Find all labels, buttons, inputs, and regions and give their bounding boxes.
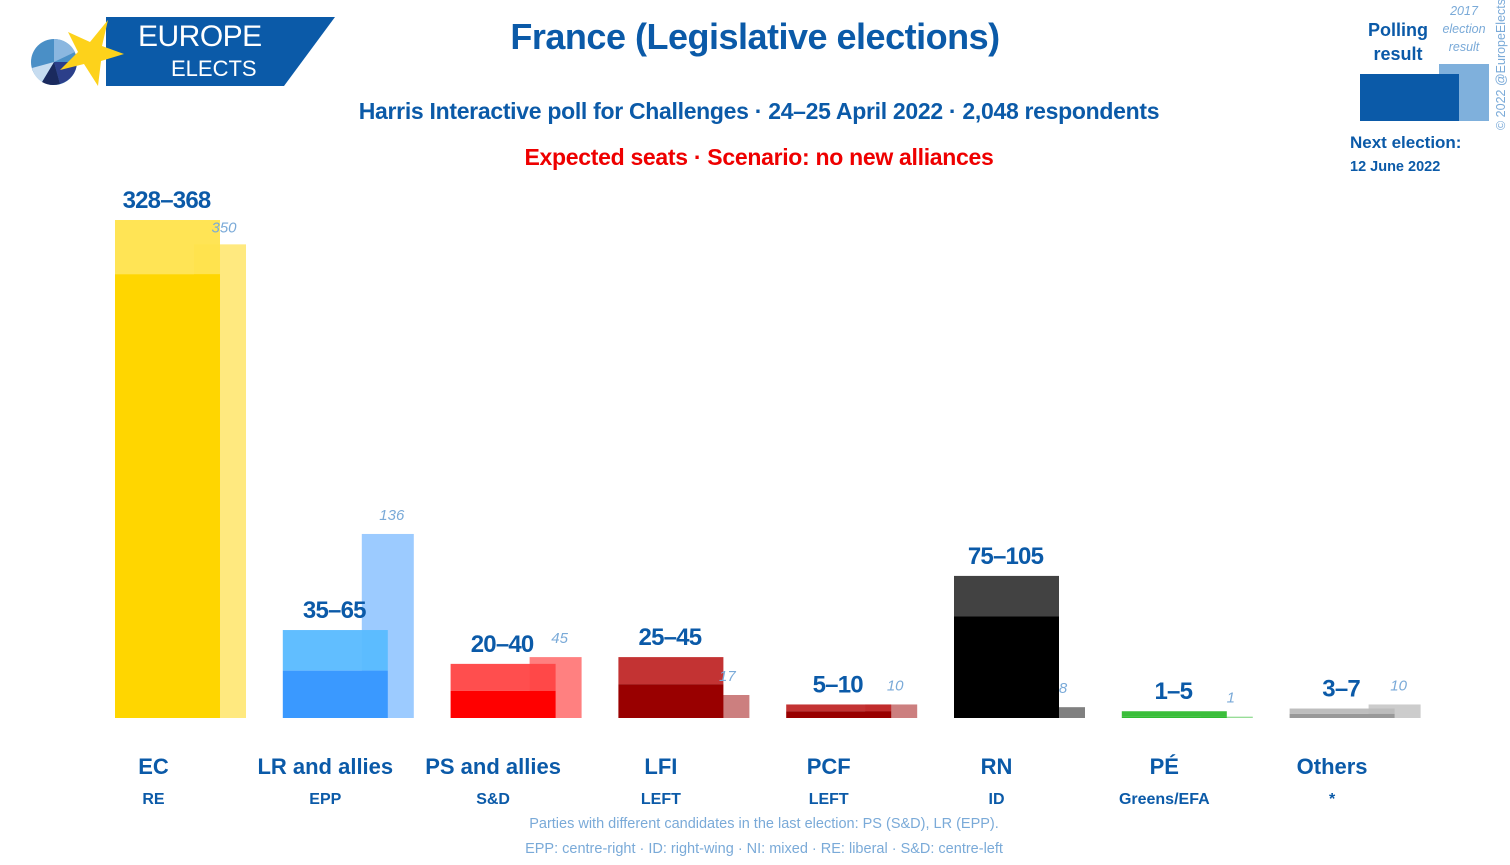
chart-title: France (Legislative elections): [510, 16, 1000, 57]
footnote-line2: EPP: centre-right · ID: right-wing · NI:…: [525, 841, 1003, 857]
range-data-label: 328–368: [123, 187, 211, 214]
legend-ghost-label: 2017 election result: [1436, 2, 1492, 56]
range-data-label: 1–5: [1154, 678, 1192, 705]
party-label: PÉ: [1150, 754, 1179, 779]
logo-banner: [106, 17, 335, 86]
logo-text-elects: ELECTS: [171, 56, 257, 81]
ep-group-label: S&D: [476, 791, 510, 808]
chart-scenario-note: Expected seats · Scenario: no new allian…: [524, 144, 994, 170]
previous-result-label: 10: [1390, 677, 1407, 694]
bar-polling-low: [954, 616, 1059, 718]
range-data-label: 3–7: [1322, 676, 1360, 703]
legend-polling-line2: result: [1373, 44, 1423, 64]
bar-polling-high: [1121, 711, 1227, 717]
ep-group-label: LEFT: [641, 791, 681, 808]
bar-polling-high: [450, 663, 556, 691]
legend-polling-line1: Polling: [1368, 20, 1428, 40]
bar-polling-high: [282, 630, 388, 671]
next-election-label: Next election:: [1350, 133, 1462, 152]
range-data-label: 5–10: [813, 671, 864, 698]
range-data-label: 35–65: [303, 597, 366, 624]
ep-group-label: ID: [989, 791, 1005, 808]
logo-graphic: [31, 17, 335, 86]
previous-result-label: 45: [551, 630, 568, 647]
party-label: PCF: [807, 754, 851, 779]
previous-result-label: 1: [1227, 690, 1235, 707]
ep-group-label: RE: [142, 791, 165, 808]
ep-group-label: *: [1329, 791, 1336, 808]
party-label: LR and allies: [257, 754, 393, 779]
previous-result-label: 10: [887, 677, 904, 694]
europe-elects-logo: EUROPE ELECTS: [28, 14, 338, 90]
range-data-label: 20–40: [471, 631, 534, 658]
legend-polling-swatch: [1360, 74, 1459, 121]
legend-ghost-line2: election: [1442, 22, 1486, 36]
previous-result-label: 136: [379, 507, 405, 524]
ep-group-label: EPP: [309, 791, 341, 808]
bar-polling-low: [115, 274, 220, 718]
bar-polling-high: [786, 704, 892, 712]
party-label: LFI: [644, 754, 677, 779]
party-label: RN: [981, 754, 1013, 779]
logo-text-europe: EUROPE: [138, 20, 262, 53]
legend-polling-label: Polling result: [1350, 18, 1446, 66]
legend-ghost-line1: 2017: [1450, 4, 1478, 18]
bar-polling-high: [618, 657, 724, 685]
bar-polling-high: [115, 220, 220, 275]
bar-polling-high: [954, 575, 1059, 617]
next-election-date: 12 June 2022: [1350, 159, 1441, 175]
party-label: Others: [1297, 754, 1368, 779]
previous-result-label: 8: [1059, 680, 1068, 697]
bar-polling-high: [1289, 708, 1395, 714]
pie-chart-icon: [31, 38, 77, 85]
ep-group-label: Greens/EFA: [1119, 791, 1210, 808]
legend-ghost-line3: result: [1448, 40, 1480, 54]
footnote-line1: Parties with different candidates in the…: [529, 816, 999, 832]
chart-subtitle: Harris Interactive poll for Challenges ·…: [358, 98, 1160, 124]
ep-group-label: LEFT: [809, 791, 849, 808]
bar-polling-low: [1121, 716, 1227, 718]
eu-star-icon: [60, 20, 124, 86]
bar-polling-low: [450, 690, 556, 718]
previous-result-label: 350: [211, 219, 237, 236]
party-label: EC: [138, 754, 169, 779]
bar-polling-low: [1289, 713, 1395, 718]
range-data-label: 25–45: [639, 624, 702, 651]
bar-polling-low: [618, 684, 724, 718]
bar-polling-low: [786, 711, 892, 718]
legend: Polling result 2017 election result Next…: [1350, 4, 1510, 186]
range-data-label: 75–105: [968, 543, 1044, 570]
previous-result-label: 17: [719, 668, 736, 685]
bar-polling-low: [282, 670, 388, 718]
party-label: PS and allies: [425, 754, 561, 779]
